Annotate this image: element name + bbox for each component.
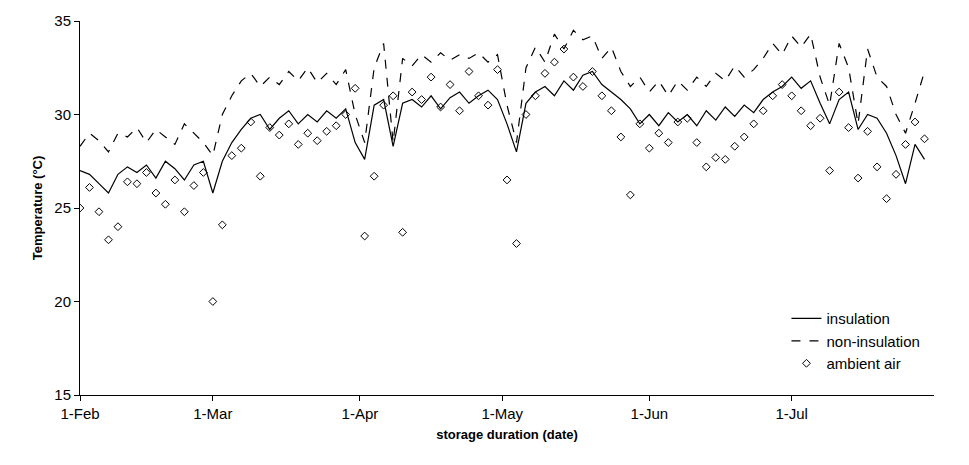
svg-text:1-May: 1-May xyxy=(481,405,523,422)
svg-text:1-Apr: 1-Apr xyxy=(342,405,379,422)
svg-text:30: 30 xyxy=(54,106,71,123)
svg-text:15: 15 xyxy=(54,386,71,403)
svg-text:1-Jun: 1-Jun xyxy=(631,405,669,422)
svg-text:insulation: insulation xyxy=(826,310,889,327)
svg-text:25: 25 xyxy=(54,199,71,216)
svg-text:1-Feb: 1-Feb xyxy=(60,405,99,422)
svg-text:1-Jul: 1-Jul xyxy=(775,405,808,422)
svg-text:35: 35 xyxy=(54,12,71,29)
svg-text:Temperature (°C): Temperature (°C) xyxy=(30,156,45,261)
svg-text:20: 20 xyxy=(54,293,71,310)
svg-text:ambient air: ambient air xyxy=(826,355,900,372)
svg-text:1-Mar: 1-Mar xyxy=(193,405,232,422)
svg-text:non-insulation: non-insulation xyxy=(826,333,919,350)
svg-text:storage duration (date): storage duration (date) xyxy=(436,427,578,442)
